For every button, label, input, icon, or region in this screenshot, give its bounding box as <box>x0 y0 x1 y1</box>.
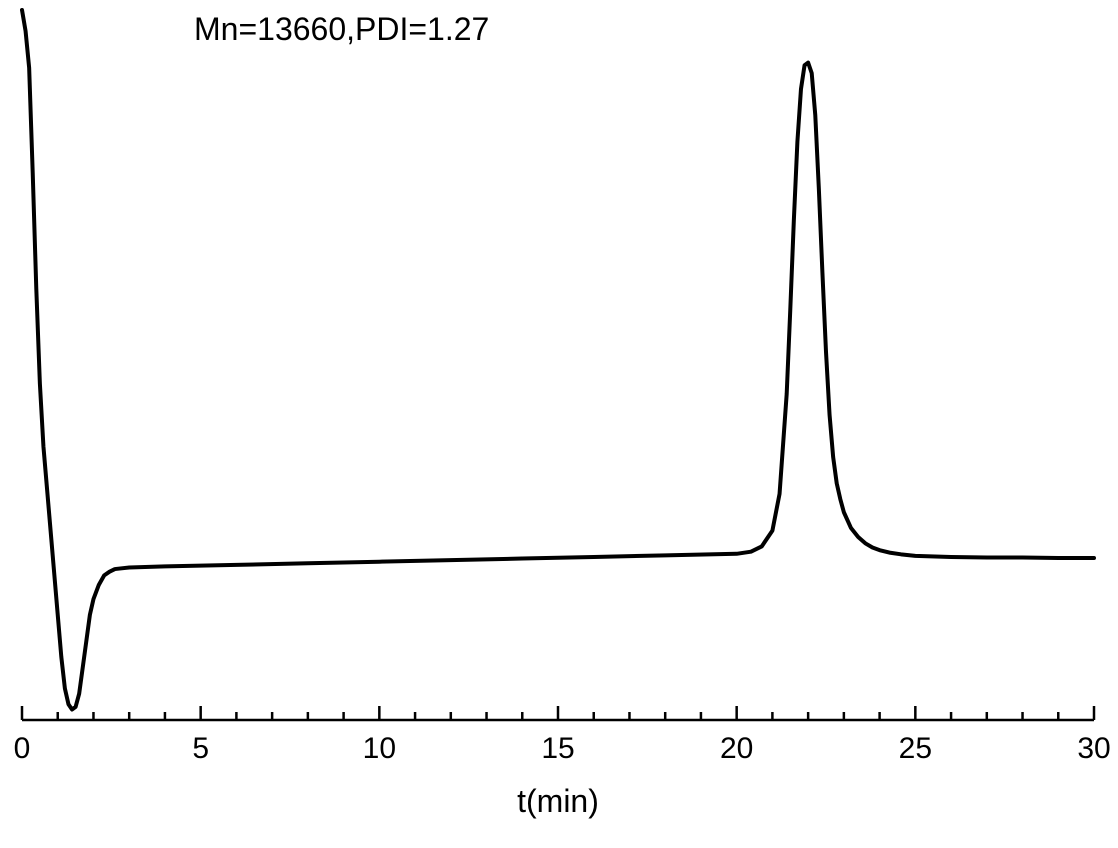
x-tick-label: 10 <box>363 732 396 765</box>
x-tick-label: 15 <box>541 732 574 765</box>
x-tick-label: 20 <box>720 732 753 765</box>
x-tick-label: 30 <box>1077 732 1110 765</box>
chromatogram-line <box>22 10 1094 709</box>
chart-container: 0 5 10 15 20 25 30 Mn=13660,PDI=1.27 t(min) <box>0 0 1118 848</box>
x-tick-label: 0 <box>14 732 31 765</box>
x-axis: 0 5 10 15 20 25 30 <box>14 706 1111 765</box>
x-tick-label: 25 <box>899 732 932 765</box>
x-axis-label: t(min) <box>517 783 599 819</box>
chromatogram-chart: 0 5 10 15 20 25 30 Mn=13660,PDI=1.27 t(min) <box>0 0 1118 848</box>
x-tick-label: 5 <box>192 732 209 765</box>
annotation-mn-pdi: Mn=13660,PDI=1.27 <box>194 11 489 47</box>
